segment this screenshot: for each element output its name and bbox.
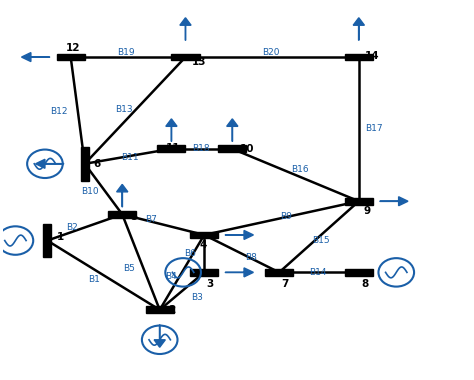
Text: 9: 9 (364, 206, 371, 215)
Text: 8: 8 (361, 279, 368, 289)
FancyArrow shape (225, 268, 254, 277)
Text: B9: B9 (280, 212, 292, 221)
Text: B3: B3 (191, 293, 203, 302)
Text: 10: 10 (239, 144, 254, 154)
Bar (172, 54, 200, 60)
Text: B16: B16 (292, 165, 309, 174)
Text: 5: 5 (131, 212, 138, 222)
Bar (345, 54, 373, 60)
Text: B15: B15 (312, 236, 330, 245)
Text: 12: 12 (66, 43, 81, 53)
Text: B19: B19 (117, 48, 134, 57)
Bar (146, 306, 174, 313)
Bar (43, 224, 52, 257)
Text: 2: 2 (168, 305, 175, 315)
Text: B2: B2 (66, 223, 78, 232)
Text: B17: B17 (365, 124, 383, 133)
Text: 3: 3 (207, 279, 214, 289)
FancyArrow shape (353, 18, 365, 40)
Text: 1: 1 (57, 232, 64, 242)
Text: B12: B12 (50, 107, 68, 116)
Text: B6: B6 (184, 249, 196, 258)
Bar (157, 146, 185, 152)
FancyArrow shape (227, 119, 238, 141)
Bar (218, 146, 246, 152)
FancyArrow shape (180, 18, 191, 40)
FancyArrow shape (117, 184, 128, 207)
Bar (345, 198, 373, 204)
FancyArrow shape (225, 230, 254, 239)
FancyArrow shape (36, 159, 64, 168)
Text: B14: B14 (309, 268, 326, 277)
Text: B20: B20 (262, 48, 280, 57)
Text: 11: 11 (166, 143, 180, 153)
Text: 7: 7 (282, 279, 289, 289)
Text: B11: B11 (121, 152, 139, 161)
FancyArrow shape (154, 325, 165, 347)
Text: 13: 13 (192, 57, 207, 66)
Bar (190, 231, 218, 238)
FancyArrow shape (380, 197, 408, 206)
Bar (81, 147, 89, 180)
Text: 6: 6 (93, 159, 100, 169)
FancyArrow shape (166, 119, 177, 141)
Text: 4: 4 (200, 241, 207, 250)
Text: B13: B13 (115, 105, 132, 114)
Text: B8: B8 (245, 253, 257, 262)
Text: B1: B1 (88, 276, 100, 284)
Text: B4: B4 (165, 272, 177, 280)
Bar (265, 269, 293, 276)
Bar (57, 54, 85, 60)
Text: B10: B10 (82, 187, 99, 196)
Text: B7: B7 (145, 215, 157, 225)
Bar (108, 211, 137, 218)
FancyArrow shape (21, 52, 50, 62)
Text: B5: B5 (123, 264, 135, 273)
Text: 14: 14 (365, 51, 379, 61)
Bar (345, 269, 373, 276)
Text: B18: B18 (192, 144, 210, 152)
Bar (190, 269, 218, 276)
